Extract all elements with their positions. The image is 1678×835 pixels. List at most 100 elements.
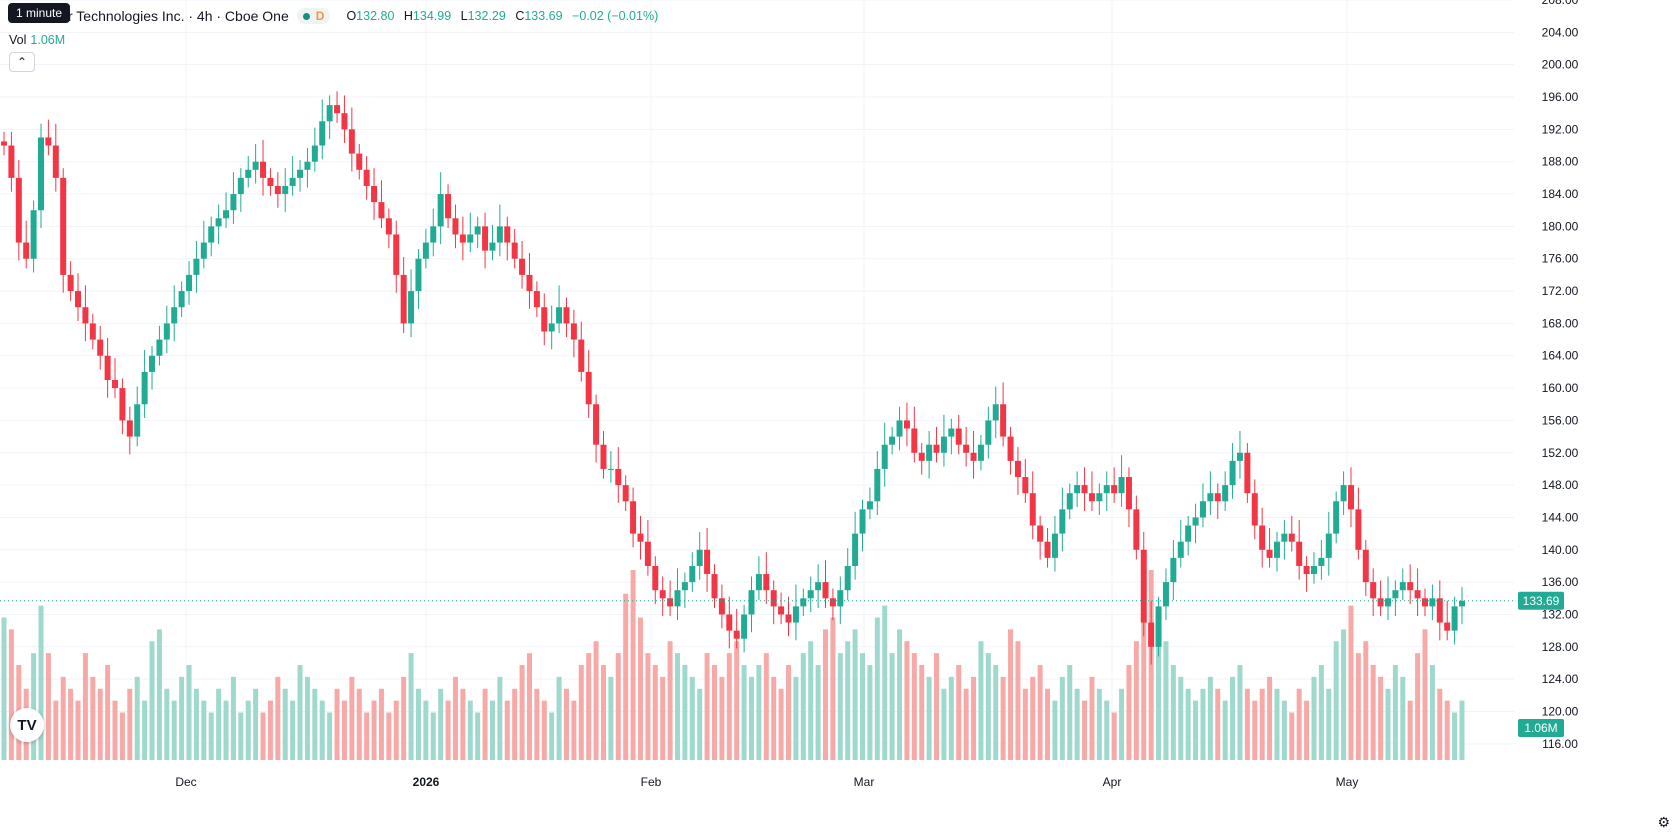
candle-body — [607, 468, 614, 470]
volume-bar — [1237, 665, 1243, 760]
volume-label: Vol — [9, 33, 27, 47]
volume-bar — [1296, 688, 1302, 760]
high-value: 134.99 — [412, 9, 452, 23]
candle-body — [393, 234, 400, 275]
volume-bar — [860, 653, 866, 760]
volume-bar — [593, 641, 599, 760]
candle-body — [1325, 533, 1332, 558]
y-tick-label: 196.00 — [1542, 90, 1579, 104]
candle-body — [215, 218, 222, 227]
candle-body — [311, 145, 318, 162]
volume-bar — [68, 688, 74, 760]
volume-bar — [1244, 688, 1250, 760]
candle-body — [230, 194, 237, 211]
open-label: O — [346, 9, 357, 23]
candle-body — [1014, 460, 1021, 478]
last-volume-label: 1.06M — [1524, 721, 1557, 735]
candle-body — [659, 590, 666, 599]
candle-body — [1059, 509, 1066, 534]
volume-bar — [719, 676, 725, 760]
volume-bar — [1096, 688, 1102, 760]
volume-bar — [1437, 688, 1443, 760]
volume-bar — [778, 688, 784, 760]
volume-bar — [119, 712, 125, 760]
y-tick-label: 172.00 — [1542, 284, 1579, 298]
gear-icon[interactable]: ⚙ — [1657, 814, 1670, 830]
symbol-title[interactable]: r Technologies Inc. · 4h · Cboe One — [68, 8, 289, 24]
candle-body — [726, 614, 733, 631]
candle-body — [119, 388, 126, 421]
y-tick-label: 176.00 — [1542, 252, 1579, 266]
volume-bar — [815, 665, 821, 760]
volume-bar — [1318, 665, 1324, 760]
volume-bar — [637, 617, 643, 760]
candle-body — [755, 574, 762, 591]
candle-body — [1362, 549, 1369, 583]
volume-bar — [156, 629, 162, 760]
volume-bar — [489, 700, 495, 760]
volume-bar — [697, 688, 703, 760]
volume-bar — [1230, 676, 1236, 760]
volume-bar — [452, 676, 458, 760]
market-status[interactable]: D — [296, 8, 331, 24]
volume-bar — [1022, 688, 1028, 760]
volume-bar — [423, 700, 429, 760]
candle-body — [1355, 509, 1362, 550]
volume-bar — [497, 676, 503, 760]
candle-body — [1266, 549, 1273, 558]
volume-bar — [334, 688, 340, 760]
candle-body — [1236, 452, 1243, 461]
tradingview-logo[interactable]: TV — [10, 708, 44, 742]
interval-tooltip: 1 minute — [8, 3, 71, 23]
x-tick-label: 2026 — [413, 775, 440, 789]
candle-body — [1459, 600, 1465, 607]
y-tick-label: 156.00 — [1542, 413, 1579, 427]
candle-body — [622, 485, 629, 502]
candle-body — [149, 355, 156, 372]
candle-body — [800, 598, 807, 607]
volume-bar — [364, 712, 370, 760]
candle-body — [985, 420, 992, 445]
volume-bar — [53, 700, 59, 760]
volume-bar — [519, 665, 525, 760]
x-tick-label: Feb — [641, 775, 662, 789]
volume-bar — [1045, 688, 1051, 760]
market-open-dot-icon — [302, 12, 310, 20]
candle-body — [30, 210, 37, 259]
volume-bar — [186, 665, 192, 760]
ohlc-values: O132.80 H134.99 L132.29 C133.69 −0.02 (−… — [340, 9, 658, 23]
candle-body — [1066, 493, 1073, 510]
candle-body — [763, 574, 770, 591]
volume-bar — [1052, 700, 1058, 760]
volume-bar — [889, 653, 895, 760]
volume-bar — [534, 688, 540, 760]
volume-bar — [786, 665, 792, 760]
candle-body — [859, 509, 866, 534]
volume-bar — [341, 700, 347, 760]
x-tick-label: Apr — [1103, 775, 1122, 789]
volume-bar — [600, 665, 606, 760]
close-value: 133.69 — [524, 9, 563, 23]
volume-bar — [586, 653, 592, 760]
volume-bar — [90, 676, 96, 760]
candle-body — [304, 161, 311, 170]
candle-body — [533, 291, 540, 308]
volume-bar — [704, 653, 710, 760]
x-tick-label: Dec — [175, 775, 196, 789]
candle-body — [748, 590, 755, 615]
volume-bar — [571, 700, 577, 760]
volume-bar — [97, 688, 103, 760]
chevron-up-icon[interactable]: ⌃ — [9, 52, 35, 72]
symbol-legend: r Technologies Inc. · 4h · Cboe One D O1… — [8, 8, 658, 24]
candle-body — [1133, 509, 1140, 550]
volume-bar — [1119, 688, 1125, 760]
candle-body — [178, 291, 185, 308]
candle-body — [245, 169, 252, 178]
volume-bar — [1378, 676, 1384, 760]
volume-bar — [756, 665, 762, 760]
volume-bar — [985, 653, 991, 760]
candle-body — [474, 226, 481, 235]
candle-body — [511, 242, 518, 259]
candle-body — [977, 444, 984, 461]
